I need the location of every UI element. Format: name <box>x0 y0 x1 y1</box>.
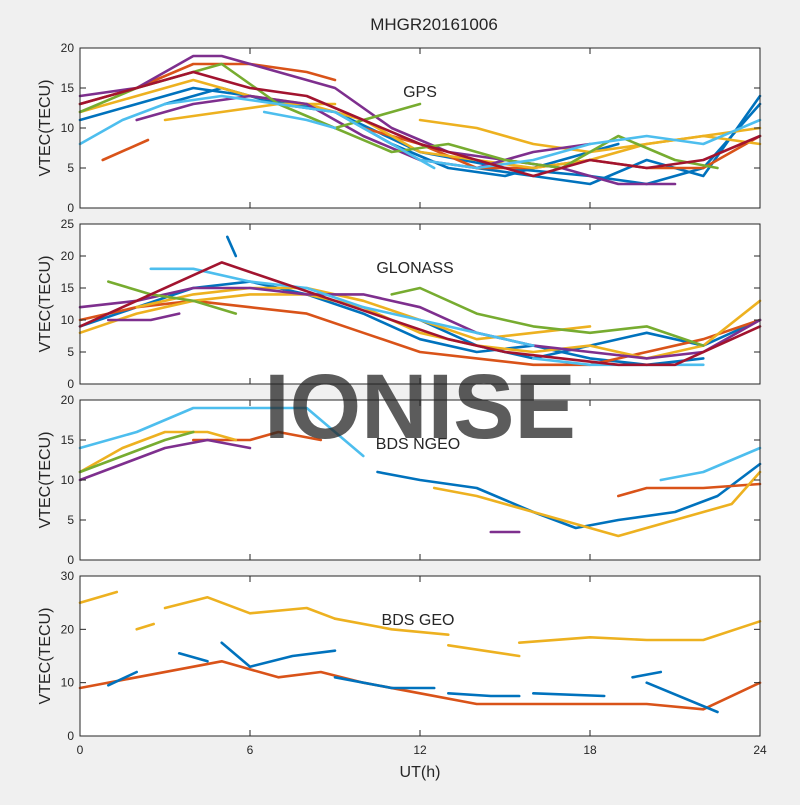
series-line-7 <box>432 470 762 538</box>
y-tick-label: 5 <box>67 513 74 527</box>
series-line-6 <box>135 286 592 341</box>
series-line-5 <box>101 138 150 162</box>
y-tick-label: 0 <box>67 201 74 215</box>
series-line-5 <box>446 643 521 658</box>
panel-bds-geo: 0 6 12 18 24 0 10 20 30 VTEC(TECU) BDS GEO <box>37 569 767 757</box>
y-tick-label: 15 <box>61 81 75 95</box>
series-line-15 <box>645 681 719 714</box>
series-line-3 <box>163 595 337 621</box>
series-line-15 <box>262 110 337 130</box>
series-line-6 <box>517 619 762 645</box>
y-tick-label: 20 <box>61 249 75 263</box>
x-tick-label: 12 <box>413 743 427 757</box>
series-line-8 <box>107 670 138 687</box>
x-tick-label: 0 <box>77 743 84 757</box>
y-tick-label: 25 <box>61 217 75 231</box>
x-tick-label: 18 <box>583 743 597 757</box>
x-tick-label: 24 <box>753 743 767 757</box>
y-axis-label: VTEC(TECU) <box>37 608 54 705</box>
y-tick-label: 30 <box>61 569 75 583</box>
y-axis-label: VTEC(TECU) <box>37 432 54 529</box>
y-tick-label: 20 <box>61 41 75 55</box>
panel-label-bds-ngeo: BDS NGEO <box>376 436 460 453</box>
series-line-1 <box>78 406 365 458</box>
panels: 0 5 10 15 20 VTEC(TECU) GPS 0 5 10 15 20 25 VTEC(TECU… <box>37 41 767 757</box>
series-line-10 <box>220 641 337 669</box>
series-line-14 <box>78 94 436 170</box>
panel-glonass: 0 5 10 15 20 25 VTEC(TECU) GLONASS <box>37 217 762 391</box>
series-line-10 <box>78 430 195 474</box>
series-line-10 <box>390 286 705 347</box>
series-line-7 <box>78 286 762 360</box>
series-line-8 <box>78 438 252 482</box>
series-line-8 <box>107 312 181 322</box>
y-tick-label: 15 <box>61 281 75 295</box>
series-line-9 <box>107 280 238 315</box>
y-axis-label: VTEC(TECU) <box>37 80 54 177</box>
plot-area <box>80 576 760 736</box>
series-line-4 <box>192 430 323 442</box>
y-tick-label: 0 <box>67 729 74 743</box>
y-tick-label: 10 <box>61 676 75 690</box>
y-tick-label: 15 <box>61 433 75 447</box>
series-line-1 <box>226 235 238 258</box>
y-tick-label: 10 <box>61 313 75 327</box>
series-line-2 <box>135 622 155 631</box>
series-line-11 <box>135 94 592 170</box>
series-line-4 <box>333 617 450 637</box>
series-line-2 <box>659 446 762 482</box>
series-line-1 <box>78 590 119 605</box>
panel-label-glonass: GLONASS <box>376 260 453 277</box>
series-line-11 <box>333 675 436 690</box>
y-tick-label: 5 <box>67 161 74 175</box>
y-tick-label: 10 <box>61 473 75 487</box>
y-tick-label: 20 <box>61 622 75 636</box>
y-tick-label: 0 <box>67 553 74 567</box>
x-tick-label: 6 <box>247 743 254 757</box>
panel-label-gps: GPS <box>403 84 437 101</box>
panel-label-bds-geo: BDS GEO <box>382 612 455 629</box>
series-line-16 <box>418 118 762 170</box>
figure-title: MHGR20161006 <box>370 15 498 34</box>
series-line-12 <box>446 691 521 698</box>
x-axis-label: UT(h) <box>400 764 441 781</box>
watermark: IONISE <box>264 356 576 458</box>
series-line-13 <box>78 261 762 367</box>
panel-bds-ngeo: 0 5 10 15 20 VTEC(TECU) BDS NGEO <box>37 393 762 567</box>
series-line-3 <box>376 462 762 530</box>
y-tick-label: 20 <box>61 393 75 407</box>
y-axis-label: VTEC(TECU) <box>37 256 54 353</box>
panel-gps: 0 5 10 15 20 VTEC(TECU) GPS <box>37 41 762 215</box>
plot-area <box>80 48 760 208</box>
series-line-9 <box>177 651 209 663</box>
y-tick-label: 10 <box>61 121 75 135</box>
series-line-14 <box>631 670 663 679</box>
series-line-17 <box>78 70 762 178</box>
series-line-6 <box>78 430 238 474</box>
y-tick-label: 0 <box>67 377 74 391</box>
series-line-10 <box>78 54 677 186</box>
series-line-5 <box>616 482 762 498</box>
y-tick-label: 5 <box>67 345 74 359</box>
series-line-13 <box>531 691 606 698</box>
